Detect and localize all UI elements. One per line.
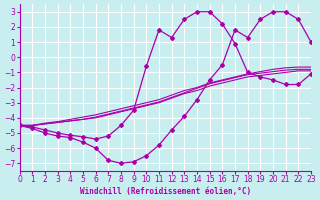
X-axis label: Windchill (Refroidissement éolien,°C): Windchill (Refroidissement éolien,°C) (80, 187, 251, 196)
